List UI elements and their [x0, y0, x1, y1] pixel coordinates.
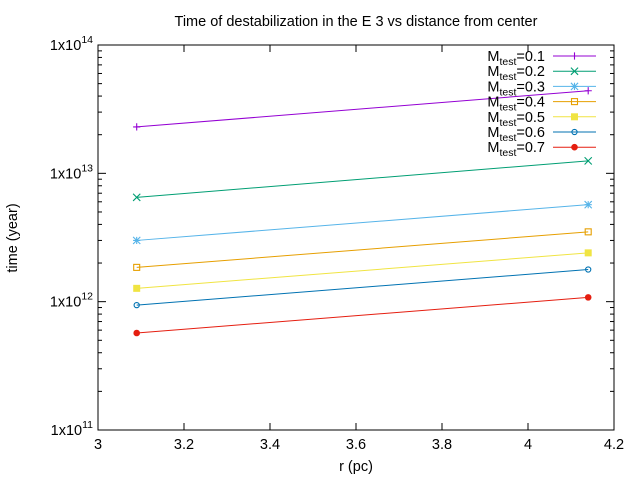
legend-label: Mtest=0.1 — [487, 49, 545, 68]
x-tick-label: 3 — [94, 437, 102, 453]
data-point — [132, 236, 141, 245]
x-axis: 3 3.2 3.4 3.6 3.8 4 4.2 — [94, 45, 624, 453]
series-line — [136, 160, 589, 198]
series-line — [136, 231, 589, 268]
legend-marker — [570, 67, 579, 76]
legend-label: Mtest=0.2 — [487, 64, 545, 83]
data-point — [133, 123, 141, 131]
legend-item: Mtest=0.7 — [487, 140, 596, 159]
legend-marker — [570, 98, 579, 106]
legend-item: Mtest=0.6 — [487, 125, 596, 144]
y-tick-label: 1x1013 — [50, 162, 93, 182]
legend-label: Mtest=0.3 — [487, 79, 545, 98]
series-line — [136, 204, 589, 241]
data-point — [584, 228, 592, 236]
legend-label: Mtest=0.5 — [487, 110, 545, 129]
series-3 — [132, 200, 593, 245]
legend-item: Mtest=0.3 — [487, 79, 596, 98]
data-point — [584, 200, 593, 209]
series-1 — [133, 87, 592, 131]
data-point — [133, 284, 141, 292]
data-point — [133, 301, 140, 309]
data-point — [584, 249, 592, 257]
x-tick-label: 4 — [524, 437, 532, 453]
data-point — [584, 294, 592, 301]
legend-label: Mtest=0.7 — [487, 140, 545, 159]
series-4 — [133, 228, 592, 271]
data-point — [132, 193, 141, 202]
chart-title: Time of destabilization in the E 3 vs di… — [175, 14, 538, 30]
series-5 — [133, 249, 592, 292]
legend-item: Mtest=0.2 — [487, 64, 596, 83]
y-tick-label: 1x1011 — [51, 419, 94, 439]
legend-marker — [571, 128, 578, 136]
series-line — [136, 269, 589, 306]
legend-label: Mtest=0.4 — [487, 95, 545, 114]
series-line — [136, 252, 589, 289]
series-7 — [133, 294, 592, 337]
series-2 — [132, 156, 593, 202]
legend: Mtest=0.1Mtest=0.2Mtest=0.3Mtest=0.4Mtes… — [487, 49, 596, 159]
series-line — [136, 296, 589, 334]
y-axis: 1x1011 1x1012 1x1013 1x1014 — [50, 34, 614, 439]
y-tick-label: 1x1012 — [50, 291, 93, 311]
series-layer — [132, 87, 593, 337]
x-tick-label: 4.2 — [604, 437, 624, 453]
data-point — [133, 329, 140, 337]
y-tick-label: 1x1014 — [50, 34, 93, 54]
series-line — [136, 90, 589, 128]
x-tick-label: 3.4 — [260, 437, 280, 453]
series-6 — [133, 266, 592, 309]
data-point — [584, 87, 592, 95]
legend-marker — [571, 113, 578, 121]
legend-marker — [570, 82, 579, 91]
data-point — [133, 263, 141, 271]
data-point — [584, 156, 593, 165]
x-tick-label: 3.6 — [346, 437, 366, 453]
data-point — [585, 266, 592, 273]
legend-item: Mtest=0.1 — [487, 49, 596, 68]
legend-marker — [570, 52, 579, 60]
legend-marker — [571, 143, 578, 151]
legend-item: Mtest=0.5 — [487, 110, 596, 129]
x-tick-label: 3.8 — [432, 437, 452, 453]
legend-item: Mtest=0.4 — [487, 95, 596, 114]
x-tick-label: 3.2 — [174, 437, 194, 453]
x-axis-label: r (pc) — [339, 459, 373, 475]
legend-label: Mtest=0.6 — [487, 125, 545, 144]
y-axis-label: time (year) — [5, 203, 21, 272]
